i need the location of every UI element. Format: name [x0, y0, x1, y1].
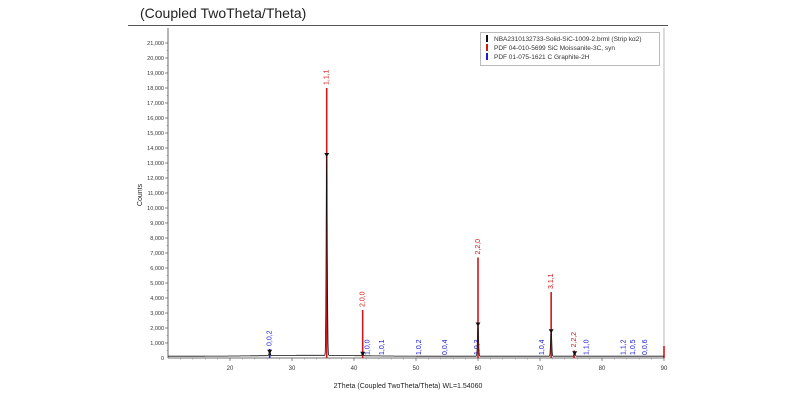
measured-pattern-layer — [168, 152, 664, 357]
y-tick-label: 8,000 — [150, 236, 164, 242]
x-tick-label: 70 — [537, 366, 544, 372]
y-tick-label: 2,000 — [150, 326, 164, 332]
graphite-stick-label: 1,0,1 — [379, 339, 386, 355]
legend-label-moissanite: PDF 04-010-5699 SiC Moissanite-3C, syn — [494, 45, 616, 52]
y-tick-label: 17,000 — [147, 101, 164, 107]
x-tick-label: 20 — [227, 366, 234, 372]
measured-peak-marker — [267, 349, 273, 354]
legend-label-measured: NBA2310132733-Solid-SiC-1009-2.brml (Str… — [494, 36, 642, 43]
legend-item-moissanite: PDF 04-010-5699 SiC Moissanite-3C, syn — [486, 44, 615, 54]
legend-swatch-moissanite — [486, 44, 488, 51]
measured-peak-marker — [572, 351, 578, 356]
x-tick-label: 90 — [661, 366, 668, 372]
graphite-reference-layer: 0,0,21,0,01,0,11,0,20,0,41,0,31,0,41,1,0… — [267, 330, 649, 358]
chart-header: (Coupled TwoTheta/Theta) — [128, 0, 668, 26]
y-tick-label: 20,000 — [147, 56, 164, 62]
legend-item-measured: NBA2310132733-Solid-SiC-1009-2.brml (Str… — [486, 35, 642, 45]
moissanite-stick-label: 2,0,0 — [360, 291, 367, 307]
measured-peak-marker — [475, 322, 481, 327]
graphite-stick-label: 1,1,2 — [621, 339, 628, 355]
measured-peak-marker — [360, 351, 366, 356]
y-tick-label: 4,000 — [150, 296, 164, 302]
axes-layer: 0 1,000 2,000 3,000 4,000 5,000 6,000 7,000 8,00… — [147, 28, 668, 372]
y-tick-label: 15,000 — [147, 131, 164, 137]
moissanite-stick-label: 2,2,2 — [571, 332, 578, 348]
graphite-stick-label: 1,0,0 — [365, 339, 372, 355]
y-axis-label: Counts — [137, 183, 144, 206]
graphite-stick-label: 1,1,0 — [584, 339, 591, 355]
legend-swatch-measured — [486, 35, 488, 42]
moissanite-stick-label: 3,1,1 — [548, 273, 555, 289]
x-tick-label: 80 — [599, 366, 606, 372]
measured-peak-marker — [548, 329, 554, 334]
x-tick-label: 30 — [289, 366, 296, 372]
y-tick-label: 0 — [161, 356, 164, 362]
y-tick-label: 10,000 — [147, 206, 164, 212]
y-tick-label: 3,000 — [150, 311, 164, 317]
legend-label-graphite: PDF 01-075-1621 C Graphite-2H — [494, 54, 590, 61]
y-tick-label: 5,000 — [150, 281, 164, 287]
measured-pattern-line — [168, 152, 664, 357]
moissanite-stick-label: 1,1,1 — [324, 69, 331, 85]
measured-peak-marker — [324, 153, 330, 157]
legend-item-graphite: PDF 01-075-1621 C Graphite-2H — [486, 53, 589, 63]
graphite-stick-label: 1,0,5 — [630, 339, 637, 355]
y-tick-label: 13,000 — [147, 161, 164, 167]
legend: NBA2310132733-Solid-SiC-1009-2.brml (Str… — [480, 32, 660, 66]
graphite-stick-label: 0,0,6 — [642, 339, 649, 355]
y-tick-label: 6,000 — [150, 266, 164, 272]
x-axis-label: 2Theta (Coupled TwoTheta/Theta) WL=1.540… — [334, 383, 483, 390]
moissanite-reference-layer: 1,1,1 2,0,0 2,2,0 3,1,1 2,2,2 — [324, 69, 665, 358]
x-tick-label: 50 — [413, 366, 420, 372]
y-tick-label: 19,000 — [147, 71, 164, 77]
graphite-stick-label: 1,0,4 — [539, 339, 546, 355]
y-tick-label: 9,000 — [150, 221, 164, 227]
chart-title: (Coupled TwoTheta/Theta) — [140, 5, 307, 21]
y-tick-label: 14,000 — [147, 146, 164, 152]
graphite-stick-label: 1,0,2 — [416, 339, 423, 355]
y-tick-label: 18,000 — [147, 86, 164, 92]
graphite-stick-label: 0,0,2 — [267, 330, 274, 346]
y-tick-label: 12,000 — [147, 176, 164, 182]
x-tick-label: 60 — [475, 366, 482, 372]
y-tick-label: 11,000 — [148, 191, 164, 197]
graphite-stick-label: 0,0,4 — [442, 339, 449, 355]
x-tick-label: 40 — [351, 366, 358, 372]
y-tick-label: 7,000 — [150, 251, 164, 257]
y-tick-label: 1,000 — [150, 341, 164, 347]
legend-swatch-graphite — [486, 53, 488, 60]
y-tick-label: 16,000 — [147, 116, 164, 122]
moissanite-stick-label: 2,2,0 — [475, 239, 482, 255]
y-tick-label: 21,000 — [147, 41, 164, 47]
